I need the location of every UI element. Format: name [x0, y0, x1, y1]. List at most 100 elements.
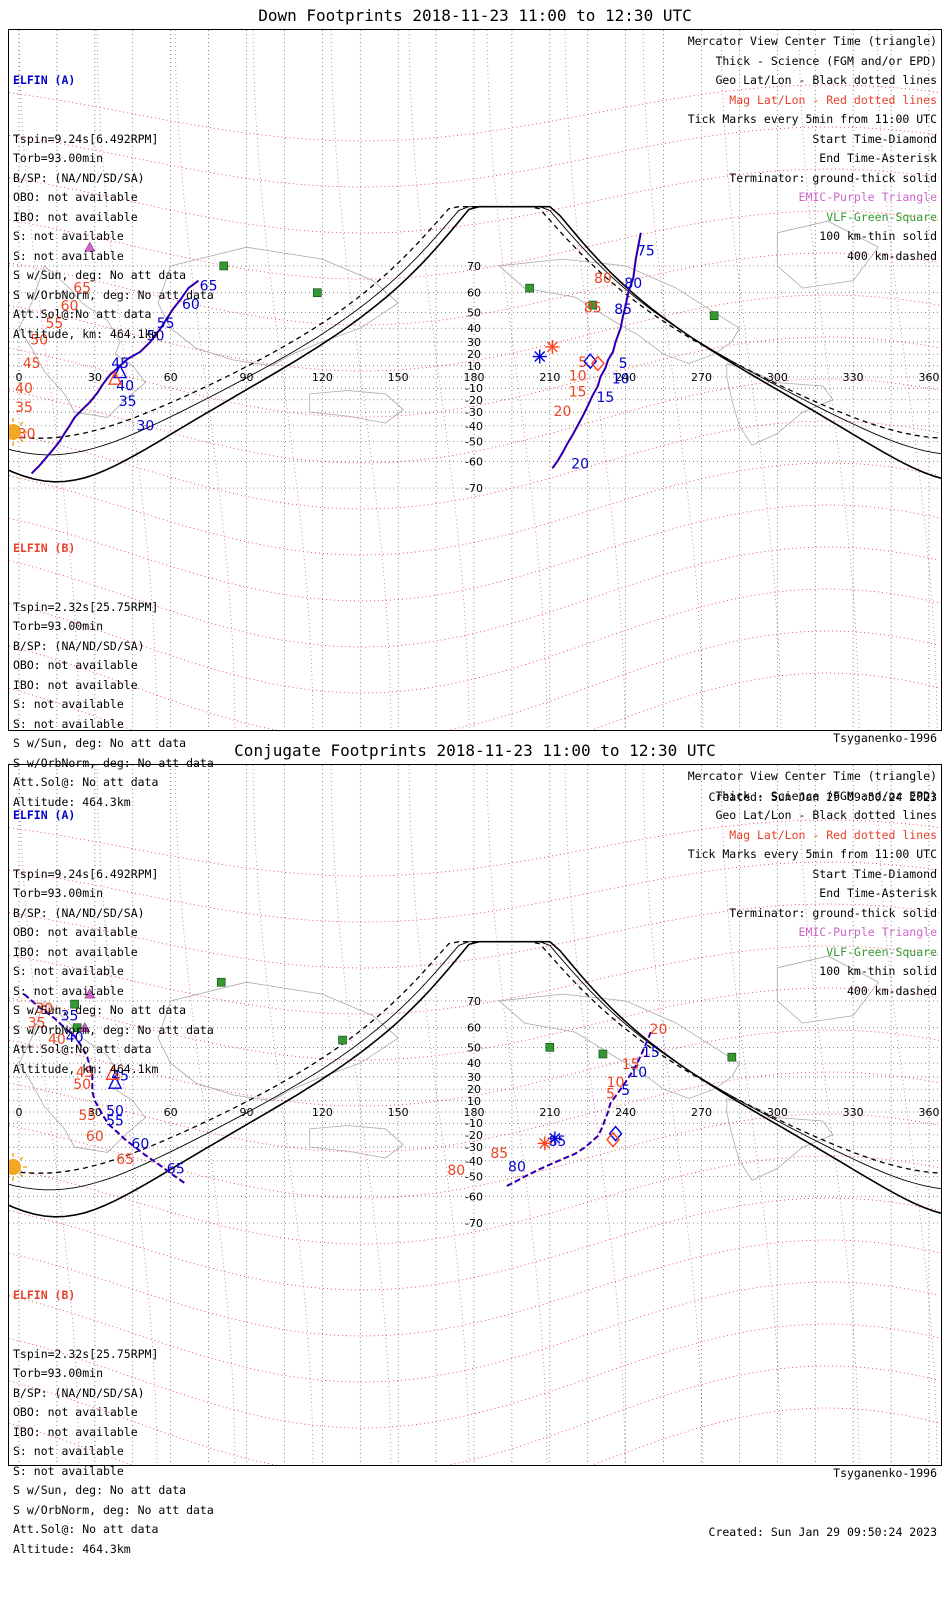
conjugate-footprints-map: 0 30 60 90 120 150 180 210 240 270 300 330 360 -70 -60… — [8, 764, 942, 1556]
coastline — [726, 1098, 834, 1181]
elfin-a-label: ELFIN (A) — [13, 73, 76, 87]
mag-lon-line — [18, 765, 80, 1465]
lon-tick-label: 210 — [539, 371, 560, 384]
info-line: Altitude, km: 464.1km — [13, 1061, 159, 1076]
vlf-square — [598, 1049, 608, 1059]
coastline — [18, 265, 146, 418]
mag-lat-line — [9, 1239, 940, 1337]
info-line: Att.Sol@: No att data — [13, 775, 159, 789]
elfin-a-track — [23, 993, 187, 1185]
lon-tick-label: 240 — [615, 371, 636, 384]
emic-triangle — [84, 988, 96, 999]
info-line: OBO: not available — [13, 658, 138, 672]
coastline — [776, 220, 880, 289]
info-line: S: not available — [13, 1444, 124, 1458]
legend: Mercator View Center Time (triangle) Thic… — [688, 767, 937, 1001]
track-tick-label: 5 — [578, 355, 587, 371]
lat-tick-label: 40 — [467, 322, 481, 335]
vlf-square — [219, 261, 229, 271]
created-label: Created: Sun Jan 29 09:50:24 2023 — [708, 789, 937, 804]
info-line: Att.Sol@:No att data — [13, 307, 152, 321]
legend-entry: 100 km-thin solid — [819, 229, 937, 243]
mag-lon-line — [564, 765, 626, 1465]
lat-tick-label: -50 — [465, 436, 483, 449]
track-tick-label: 5 — [621, 1083, 630, 1099]
track-tick-label: 60 — [86, 1129, 104, 1145]
coastline — [157, 981, 399, 1102]
track-tick-label: 75 — [637, 243, 655, 259]
info-line: S w/Sun, deg: No att data — [13, 736, 187, 750]
track-tick-label: 15 — [642, 1045, 660, 1061]
terminator-ground — [9, 940, 941, 1218]
sun-ray — [19, 438, 24, 443]
mag-lon-line — [174, 765, 236, 1465]
track-tick-label: 50 — [73, 1077, 91, 1093]
vlf-square — [70, 999, 79, 1009]
lat-tick-label: 70 — [467, 995, 481, 1008]
mag-lat-line — [9, 504, 940, 602]
mag-lat-line — [9, 462, 940, 556]
mag-lon-line — [252, 30, 314, 730]
panel-title: Down Footprints 2018-11-23 11:00 to 12:3… — [258, 6, 692, 25]
elfin-a-info: ELFIN (A) Tspin=9.24s[6.492RPM] Torb=93.0… — [13, 767, 214, 1118]
lon-tick-label: 90 — [240, 1106, 254, 1119]
footer: Tsyganenko-1996 Created: Sun Jan 29 09:5… — [709, 1425, 937, 1581]
down-footprints-map: 0 30 60 90 120 150 180 210 240 270 300 330 360 -70 -60… — [8, 29, 942, 809]
lon-tick-label: 360 — [919, 1106, 940, 1119]
info-line: S: not available — [13, 983, 124, 998]
mag-lon-line — [252, 765, 314, 1465]
track-tick-label: 20 — [571, 456, 589, 472]
coastline — [726, 363, 834, 446]
lat-tick-label: -10 — [465, 382, 483, 395]
elfin-a-lines: Tspin=9.24s[6.492RPM] Torb=93.00min B/SP: … — [13, 865, 214, 1080]
end-asterisk — [534, 351, 546, 363]
mag-lon-line — [96, 765, 158, 1465]
info-line: S w/OrbNorm, deg: No att data — [13, 1502, 214, 1517]
lat-tick-label: -40 — [465, 420, 483, 433]
terminator-ground — [9, 205, 941, 483]
mag-lat-line — [9, 1029, 940, 1107]
elfin-b-label: ELFIN (B) — [13, 1288, 76, 1302]
lon-tick-label: 60 — [164, 1106, 178, 1119]
track-tick-label: 50 — [147, 329, 165, 345]
mag-lon-line — [876, 765, 938, 1465]
info-line: B/SP: (NA/ND/SD/SA) — [13, 905, 145, 920]
info-line: Torb=93.00min — [13, 886, 104, 900]
lat-tick-label: 30 — [467, 336, 481, 349]
info-line: IBO: not available — [13, 677, 138, 692]
track-tick-label: 10 — [629, 1065, 647, 1081]
info-line: OBO: not available — [13, 925, 138, 939]
lon-tick-label: 150 — [388, 1106, 409, 1119]
vlf-square — [525, 283, 534, 293]
info-line: Tspin=2.32s[25.75RPM] — [13, 1346, 159, 1361]
legend: Mercator View Center Time (triangle) Thic… — [688, 32, 937, 266]
lat-tick-label: -60 — [465, 455, 483, 468]
lat-tick-label: -40 — [465, 1155, 483, 1168]
track-tick-label: 10 — [569, 368, 587, 384]
center-time-triangle — [105, 1065, 120, 1080]
info-line: Att.Sol@: No att data — [13, 1522, 159, 1536]
legend-entry: EMIC-Purple Triangle — [798, 925, 937, 939]
mag-lon-line — [330, 30, 392, 730]
track-tick-label: 65 — [200, 278, 218, 294]
legend-entry: Terminator: ground-thick solid — [729, 905, 937, 920]
mag-lon-line — [174, 30, 236, 730]
lon-tick-label: 180 — [464, 1106, 485, 1119]
legend-entry: Mercator View Center Time (triangle) — [687, 769, 937, 783]
vlf-square — [709, 311, 719, 321]
mag-lon-line — [330, 765, 392, 1465]
start-diamond — [590, 355, 605, 372]
elfin-a-track — [506, 1031, 652, 1187]
lat-tick-label: 60 — [467, 287, 481, 300]
lat-tick-label: -10 — [465, 1117, 483, 1130]
vlf-square — [588, 300, 598, 310]
panel-title: Conjugate Footprints 2018-11-23 11:00 to… — [234, 741, 716, 760]
lon-tick-label: 0 — [16, 371, 23, 384]
lon-tick-label: 120 — [312, 371, 333, 384]
lat-tick-label: -20 — [465, 1129, 483, 1142]
info-line: Tspin=2.32s[25.75RPM] — [13, 599, 159, 614]
mag-lon-line — [408, 30, 470, 730]
elfin-a-track — [31, 279, 199, 474]
vlf-square — [338, 1035, 347, 1045]
track-tick-label: 65 — [73, 281, 91, 297]
